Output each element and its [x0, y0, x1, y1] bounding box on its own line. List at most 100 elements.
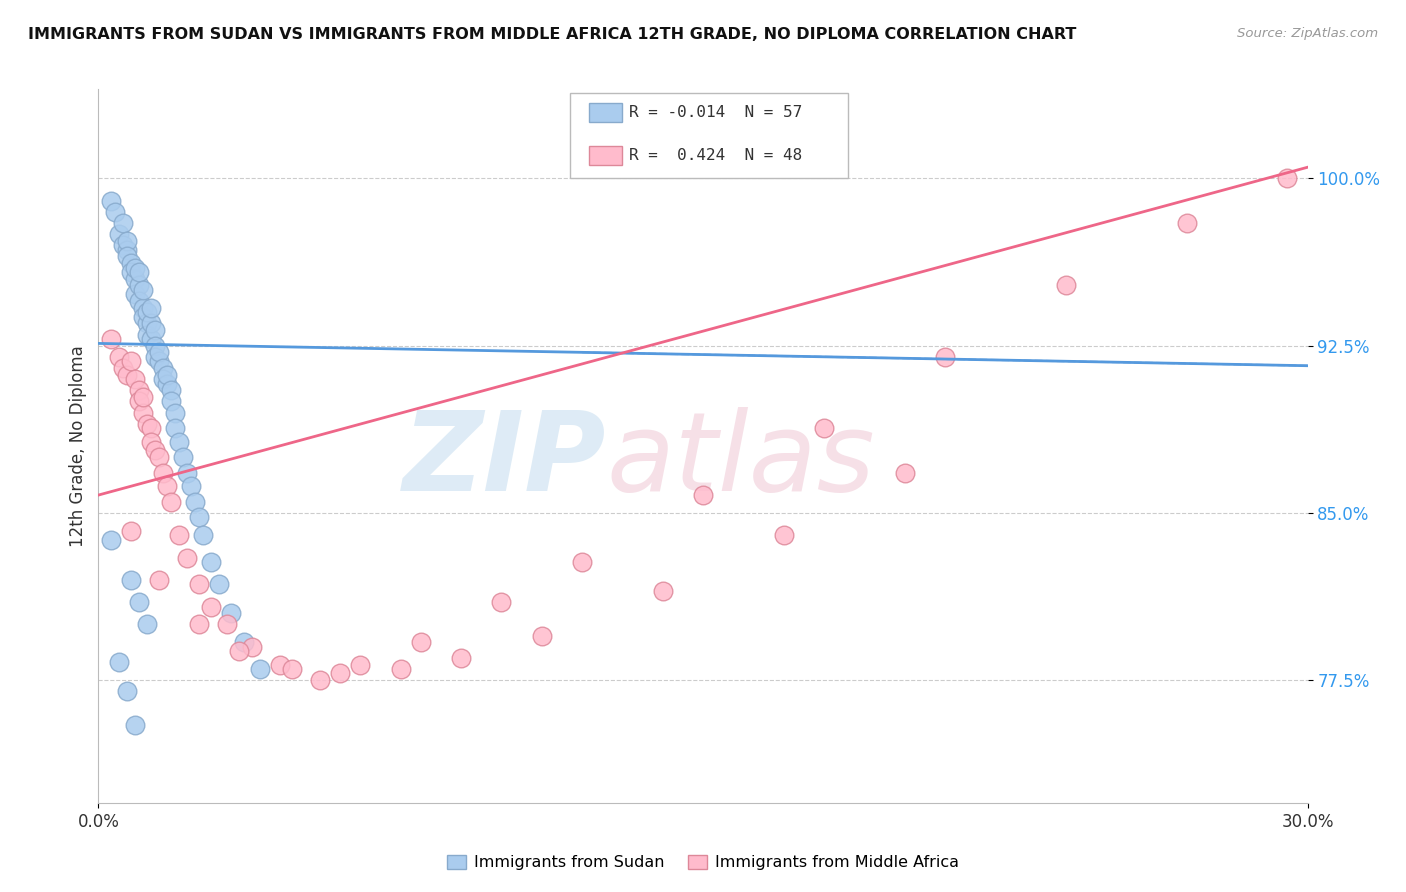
Point [132, 310, 155, 324]
Point [176, 550, 198, 565]
Point [934, 350, 956, 364]
Point [120, 265, 142, 279]
FancyBboxPatch shape [589, 145, 621, 165]
Point [692, 488, 714, 502]
Point [107, 655, 129, 669]
Point [651, 584, 673, 599]
Point [139, 434, 162, 449]
Point [188, 510, 211, 524]
Point [135, 617, 157, 632]
Point [135, 327, 157, 342]
Point [139, 421, 162, 435]
Point [107, 350, 129, 364]
Point [115, 234, 138, 248]
Point [160, 394, 183, 409]
Point [128, 265, 150, 279]
Point [124, 287, 146, 301]
Point [571, 555, 593, 569]
Point [124, 717, 146, 731]
Point [450, 650, 472, 665]
Y-axis label: 12th Grade, No Diploma: 12th Grade, No Diploma [69, 345, 87, 547]
Point [1054, 278, 1077, 293]
Point [156, 376, 179, 391]
Point [124, 271, 146, 285]
Point [163, 421, 186, 435]
Point [232, 635, 254, 649]
Point [128, 595, 150, 609]
Text: IMMIGRANTS FROM SUDAN VS IMMIGRANTS FROM MIDDLE AFRICA 12TH GRADE, NO DIPLOMA CO: IMMIGRANTS FROM SUDAN VS IMMIGRANTS FROM… [28, 27, 1077, 42]
Point [148, 345, 170, 359]
Point [1277, 171, 1299, 186]
Point [1175, 216, 1198, 230]
Point [329, 666, 352, 681]
Point [221, 607, 243, 621]
Point [772, 528, 794, 542]
Point [281, 662, 304, 676]
Point [217, 617, 239, 632]
Point [188, 577, 211, 591]
Point [107, 227, 129, 242]
Point [200, 599, 222, 614]
Point [152, 361, 174, 376]
Point [530, 628, 553, 642]
Point [148, 573, 170, 587]
Point [309, 673, 332, 687]
Point [132, 390, 155, 404]
Point [135, 417, 157, 431]
Point [208, 577, 231, 591]
Text: R =  0.424  N = 48: R = 0.424 N = 48 [630, 148, 803, 163]
Point [188, 617, 211, 632]
FancyBboxPatch shape [569, 93, 848, 178]
FancyBboxPatch shape [589, 103, 621, 122]
Point [132, 301, 155, 315]
Point [240, 640, 263, 654]
Point [128, 384, 150, 398]
Point [152, 466, 174, 480]
Point [389, 662, 412, 676]
Point [120, 524, 142, 538]
Point [100, 194, 122, 208]
Point [349, 657, 371, 672]
Point [132, 405, 155, 419]
Point [139, 301, 162, 315]
Point [115, 250, 138, 264]
Point [111, 361, 134, 376]
Point [152, 372, 174, 386]
Point [156, 368, 179, 382]
Point [409, 635, 432, 649]
Point [100, 533, 122, 547]
Point [115, 243, 138, 257]
Point [120, 354, 142, 368]
Point [135, 305, 157, 319]
Point [128, 394, 150, 409]
Point [120, 256, 142, 270]
Point [139, 332, 162, 346]
Point [176, 466, 198, 480]
Point [228, 644, 250, 658]
Point [100, 332, 122, 346]
Point [184, 494, 207, 508]
Text: Source: ZipAtlas.com: Source: ZipAtlas.com [1237, 27, 1378, 40]
Point [115, 684, 138, 698]
Legend: Immigrants from Sudan, Immigrants from Middle Africa: Immigrants from Sudan, Immigrants from M… [440, 848, 966, 877]
Point [160, 384, 183, 398]
Point [167, 528, 190, 542]
Point [128, 294, 150, 309]
Point [143, 443, 166, 458]
Point [124, 372, 146, 386]
Point [200, 555, 222, 569]
Point [160, 494, 183, 508]
Point [132, 283, 155, 297]
Point [143, 339, 166, 353]
Point [143, 350, 166, 364]
Text: ZIP: ZIP [402, 407, 606, 514]
Point [135, 316, 157, 330]
Point [111, 216, 134, 230]
Point [156, 479, 179, 493]
Point [139, 316, 162, 330]
Point [163, 405, 186, 419]
Point [193, 528, 215, 542]
Point [491, 595, 513, 609]
Point [269, 657, 291, 672]
Point [103, 204, 125, 219]
